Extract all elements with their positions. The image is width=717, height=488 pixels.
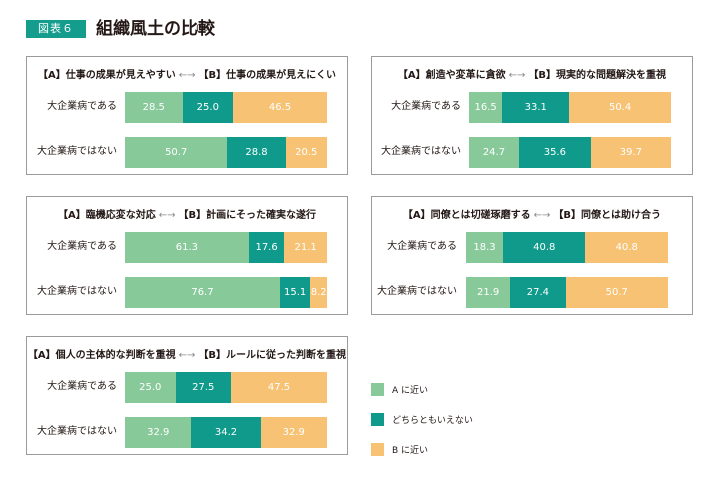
legend-label-a: A に近い [392,386,429,396]
panel-title-b: 【B】現実的な問題解決を重視 [528,70,667,81]
panel-title-a: 【A】臨機応変な対応 [58,210,156,221]
panel-title: 【A】仕事の成果が見えやすい ←→ 【B】仕事の成果が見えにくい [27,69,347,83]
legend-item-a: A に近い [371,383,428,396]
panel-title-b: 【B】仕事の成果が見えにくい [198,70,336,81]
double-arrow-icon: ←→ [533,210,551,221]
stacked-bar: 76.7 15.1 8.2 [125,277,327,308]
bar-segment-a: 16.5 [469,92,503,123]
stacked-bar: 32.9 34.2 32.9 [125,417,327,448]
panel-title: 【A】個人の主体的な判断を重視 ←→ 【B】ルールに従った判断を重視 [27,349,347,363]
chart-panel-3: 【A】臨機応変な対応 ←→ 【B】計画にそった確実な遂行大企業病である 61.3 17.… [26,196,348,315]
bar-segment-n: 27.4 [510,277,566,308]
figure-badge: 図表６ [26,20,86,38]
bar-segment-b: 39.7 [590,137,671,168]
figure-title: 組織風土の比較 [96,19,215,39]
stacked-bar: 21.9 27.4 50.7 [466,277,668,308]
double-arrow-icon: ←→ [158,210,176,221]
figure-unit: (%) [196,24,212,34]
chart-panel-2: 【A】創造や変革に貪欲 ←→ 【B】現実的な問題解決を重視大企業病である 16.5 33… [371,56,693,175]
legend-swatch-a [371,383,384,396]
bar-segment-a: 50.7 [125,137,228,168]
bar-segment-b: 32.9 [260,417,327,448]
bar-segment-a: 76.7 [125,277,280,308]
bar-segment-n: 15.1 [279,277,311,308]
row-label: 大企業病ではない [37,426,117,437]
bar-segment-n: 25.0 [182,92,234,123]
stacked-bar: 50.7 28.8 20.5 [125,137,327,168]
bar-segment-a: 32.9 [125,417,192,448]
chart-panel-1: 【A】仕事の成果が見えやすい ←→ 【B】仕事の成果が見えにくい大企業病である 28.… [26,56,348,175]
row-label: 大企業病である [387,241,457,252]
panel-title: 【A】臨機応変な対応 ←→ 【B】計画にそった確実な遂行 [27,209,347,223]
legend-item-neutral: どちらともいえない [371,413,473,426]
chart-panel-4: 【A】同僚とは切磋琢磨する ←→ 【B】同僚とは助け合う 大企業病である 18.3 40.… [371,196,693,315]
bar-segment-b: 8.2 [310,277,327,308]
bar-segment-a: 28.5 [125,92,183,123]
panel-title: 【A】同僚とは切磋琢磨する ←→ 【B】同僚とは助け合う [372,209,692,223]
panel-title-a: 【A】仕事の成果が見えやすい [38,70,176,81]
panel-title-a: 【A】個人の主体的な判断を重視 [27,350,176,361]
panel-title-b: 【B】同僚とは助け合う [553,210,662,221]
row-label: 大企業病ではない [377,286,457,297]
stacked-bar: 16.5 33.1 50.4 [469,92,671,123]
bar-segment-n: 35.6 [518,137,591,168]
bar-segment-b: 47.5 [231,372,327,403]
panel-title: 【A】創造や変革に貪欲 ←→ 【B】現実的な問題解決を重視 [372,69,692,83]
bar-segment-a: 21.9 [466,277,511,308]
panel-title-a: 【A】同僚とは切磋琢磨する [402,210,531,221]
bar-segment-b: 46.5 [233,92,327,123]
bar-segment-a: 18.3 [466,232,503,263]
row-label: 大企業病である [47,381,117,392]
stacked-bar: 25.0 27.5 47.5 [125,372,327,403]
double-arrow-icon: ←→ [508,70,526,81]
bar-segment-b: 50.7 [565,277,668,308]
row-label: 大企業病である [391,101,461,112]
bar-segment-n: 34.2 [191,417,261,448]
double-arrow-icon: ←→ [178,70,196,81]
legend-swatch-b [371,443,384,456]
stacked-bar: 18.3 40.8 40.8 [466,232,668,263]
bar-segment-b: 50.4 [569,92,671,123]
double-arrow-icon: ←→ [178,350,196,361]
bar-segment-b: 20.5 [285,137,327,168]
row-label: 大企業病ではない [37,286,117,297]
bar-segment-a: 24.7 [469,137,519,168]
bar-segment-n: 33.1 [502,92,570,123]
row-label: 大企業病ではない [37,146,117,157]
legend-label-b: B に近い [392,446,429,456]
stacked-bar: 61.3 17.6 21.1 [125,232,327,263]
legend-label-neutral: どちらともいえない [392,416,473,426]
panel-title-a: 【A】創造や変革に貪欲 [397,70,506,81]
legend-swatch-neutral [371,413,384,426]
row-label: 大企業病である [47,101,117,112]
panel-title-b: 【B】ルールに従った判断を重視 [198,350,347,361]
bar-segment-a: 61.3 [125,232,249,263]
legend-item-b: B に近い [371,443,428,456]
row-label: 大企業病ではない [381,146,461,157]
panel-title-b: 【B】計画にそった確実な遂行 [178,210,316,221]
bar-segment-n: 27.5 [175,372,232,403]
bar-segment-b: 40.8 [585,232,668,263]
bar-segment-b: 21.1 [284,232,327,263]
bar-segment-a: 25.0 [125,372,176,403]
row-label: 大企業病である [47,241,117,252]
stacked-bar: 24.7 35.6 39.7 [469,137,671,168]
bar-segment-n: 28.8 [227,137,286,168]
stacked-bar: 28.5 25.0 46.5 [125,92,327,123]
bar-segment-n: 40.8 [503,232,586,263]
chart-panel-5: 【A】個人の主体的な判断を重視 ←→ 【B】ルールに従った判断を重視大企業病である 2… [26,336,348,455]
bar-segment-n: 17.6 [248,232,285,263]
